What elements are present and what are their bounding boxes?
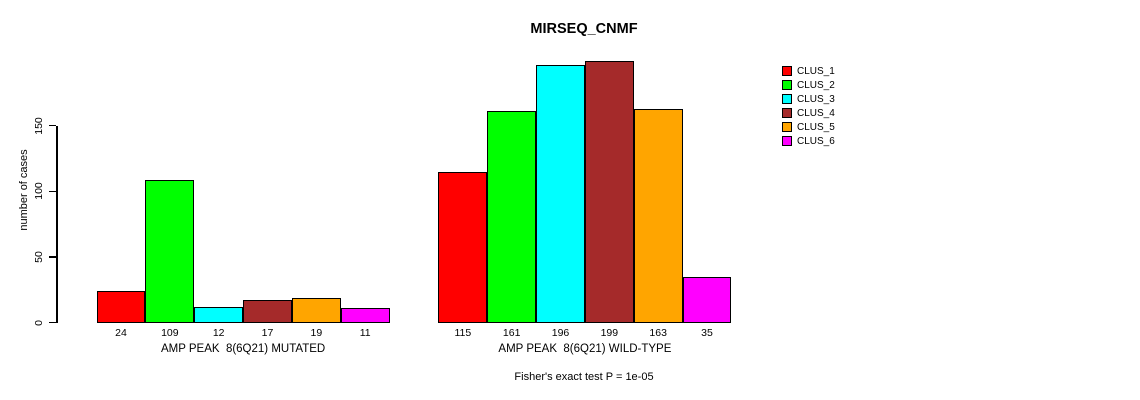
bar [487, 111, 537, 323]
legend-color-swatch [782, 80, 792, 90]
bar-value-label: 163 [649, 327, 667, 339]
legend-color-swatch [782, 94, 792, 104]
y-tick [49, 190, 56, 193]
group-axis-label: AMP PEAK 8(6Q21) WILD-TYPE [498, 342, 672, 355]
y-axis-line [56, 125, 58, 323]
bar [340, 308, 390, 323]
footer-annotation: Fisher's exact test P = 1e-05 [514, 371, 654, 383]
y-tick [49, 124, 56, 127]
bar [243, 300, 292, 323]
group-axis-label: AMP PEAK 8(6Q21) MUTATED [160, 342, 326, 355]
bar [584, 61, 634, 323]
legend-entry: CLUS_4 [782, 106, 835, 120]
legend-label: CLUS_2 [797, 79, 835, 91]
bar-value-label: 196 [551, 327, 570, 339]
y-tick [49, 321, 56, 324]
legend-label: CLUS_6 [797, 135, 835, 147]
bar [96, 291, 146, 323]
legend-entry: CLUS_2 [782, 78, 835, 92]
legend-color-swatch [782, 122, 792, 132]
chart-title: MIRSEQ_CNMF [530, 21, 638, 37]
bar-value-label: 11 [359, 327, 371, 339]
y-tick-label: 50 [33, 251, 45, 263]
legend-label: CLUS_4 [797, 107, 835, 119]
y-axis-label: number of cases [18, 149, 30, 231]
bar [291, 297, 341, 323]
bar [536, 65, 585, 323]
bar [633, 108, 683, 323]
bar-value-label: 24 [115, 327, 127, 339]
bar-value-label: 199 [600, 327, 619, 339]
y-tick [49, 256, 56, 258]
legend-color-swatch [782, 66, 792, 76]
legend-color-swatch [782, 136, 792, 146]
legend-entry: CLUS_5 [782, 120, 835, 134]
bar-value-label: 35 [701, 327, 713, 339]
legend-label: CLUS_1 [797, 65, 835, 77]
legend-label: CLUS_3 [797, 93, 835, 105]
legend-entry: CLUS_1 [782, 64, 835, 78]
bar-value-label: 19 [310, 327, 323, 339]
legend-entry: CLUS_6 [782, 134, 835, 148]
bar [438, 171, 488, 323]
bar-value-label: 109 [161, 327, 179, 339]
bar [682, 276, 732, 323]
legend-entry: CLUS_3 [782, 92, 835, 106]
y-tick-label: 0 [33, 319, 45, 326]
bar-value-label: 17 [261, 327, 274, 339]
bar [194, 306, 244, 323]
bar-value-label: 161 [502, 327, 521, 339]
y-tick-label: 100 [33, 182, 45, 201]
bar-value-label: 115 [454, 327, 472, 339]
y-tick-label: 150 [33, 116, 45, 135]
bar-value-label: 12 [212, 327, 225, 339]
legend-label: CLUS_5 [797, 121, 835, 133]
bar [145, 179, 195, 323]
legend-color-swatch [782, 108, 792, 118]
